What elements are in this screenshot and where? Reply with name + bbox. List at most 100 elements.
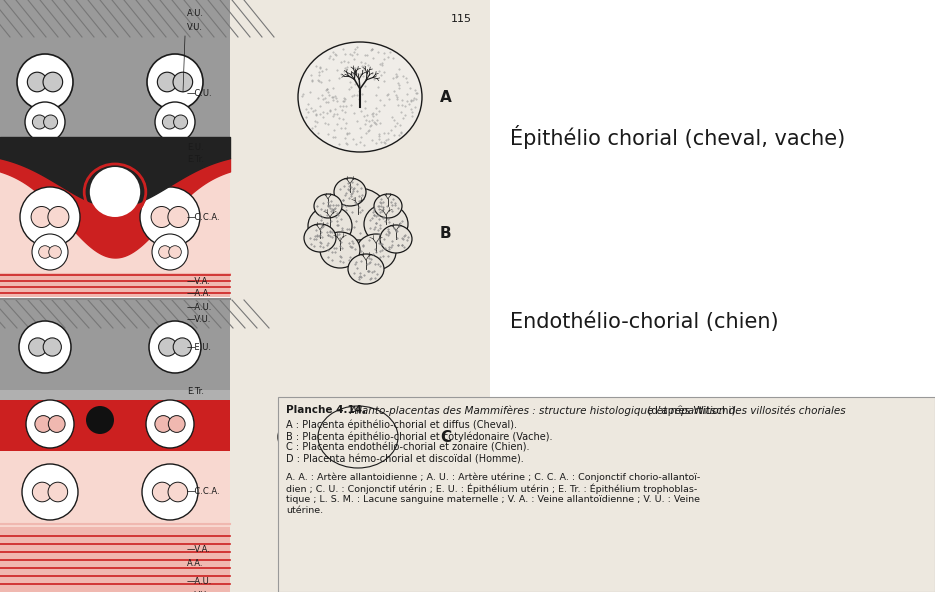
Text: A : Placenta épithélio-chorial et diffus (Cheval).: A : Placenta épithélio-chorial et diffus…: [286, 419, 517, 430]
Bar: [0, 400, 230, 452]
Ellipse shape: [328, 188, 388, 240]
Bar: [0, 0, 230, 37]
Circle shape: [17, 54, 73, 110]
Circle shape: [147, 54, 203, 110]
Text: —E.U.: —E.U.: [187, 343, 212, 352]
Text: —C.C.A.: —C.C.A.: [187, 213, 221, 221]
Ellipse shape: [320, 232, 360, 268]
Bar: [0, 300, 230, 328]
Text: dien ; C. U. : Conjonctif utérin ; E. U. : Épithélium utérin ; E. Tr. : Épithéli: dien ; C. U. : Conjonctif utérin ; E. U.…: [286, 484, 698, 494]
Circle shape: [140, 187, 200, 247]
Bar: [230, 0, 490, 592]
Text: —C.U.: —C.U.: [187, 89, 212, 98]
Circle shape: [20, 187, 80, 247]
Bar: [0, 390, 230, 402]
Circle shape: [38, 246, 51, 258]
Text: —A.A.: —A.A.: [187, 288, 212, 298]
Ellipse shape: [278, 401, 438, 473]
Text: B: B: [440, 227, 452, 242]
Circle shape: [168, 482, 188, 502]
Circle shape: [168, 416, 185, 432]
Ellipse shape: [380, 225, 412, 253]
Text: E.Tr.: E.Tr.: [187, 156, 204, 165]
Text: —A.U.: —A.U.: [187, 578, 212, 587]
Text: —VU: —VU: [187, 590, 208, 592]
Text: A. A. : Artère allantoidienne ; A. U. : Artère utérine ; C. C. A. : Conjonctif c: A. A. : Artère allantoidienne ; A. U. : …: [286, 473, 700, 482]
Circle shape: [33, 115, 47, 129]
Text: —V.A.: —V.A.: [187, 276, 211, 285]
Text: Planche 4.14.: Planche 4.14.: [286, 405, 367, 415]
Ellipse shape: [364, 204, 408, 244]
Text: A: A: [440, 89, 452, 105]
Text: tique ; L. S. M. : Lacune sanguine maternelle ; V. A. : Veine allantoïdienne ; V: tique ; L. S. M. : Lacune sanguine mater…: [286, 495, 700, 504]
Text: A.U.: A.U.: [187, 9, 204, 18]
Circle shape: [22, 464, 78, 520]
Bar: [0, 328, 230, 392]
Ellipse shape: [348, 254, 384, 284]
Circle shape: [29, 338, 47, 356]
Bar: [0, 37, 230, 142]
Circle shape: [19, 321, 71, 373]
Text: 115: 115: [451, 14, 472, 24]
Circle shape: [25, 102, 65, 142]
Ellipse shape: [298, 42, 422, 152]
Circle shape: [43, 338, 62, 356]
Text: E.Tr.: E.Tr.: [187, 388, 204, 397]
Ellipse shape: [90, 167, 140, 217]
Bar: [0, 169, 230, 277]
Circle shape: [31, 207, 52, 227]
Circle shape: [173, 72, 193, 92]
Ellipse shape: [374, 194, 402, 218]
Bar: [278, 397, 935, 592]
Circle shape: [163, 115, 177, 129]
Circle shape: [159, 338, 177, 356]
Circle shape: [155, 102, 195, 142]
Circle shape: [86, 406, 114, 434]
Circle shape: [27, 72, 47, 92]
Text: —V.U.: —V.U.: [187, 316, 211, 324]
Text: A.A.: A.A.: [187, 559, 204, 568]
Text: utérine.: utérine.: [286, 506, 324, 515]
Text: B : Placenta épithélio-chorial et cotylédonaire (Vache).: B : Placenta épithélio-chorial et cotylé…: [286, 431, 553, 442]
Ellipse shape: [356, 234, 396, 270]
Text: D : Placenta hémo-chorial et discoïdal (Homme).: D : Placenta hémo-chorial et discoïdal (…: [286, 455, 524, 465]
Text: —V.A.: —V.A.: [187, 545, 211, 555]
Circle shape: [168, 246, 181, 258]
Circle shape: [35, 416, 51, 432]
Ellipse shape: [308, 206, 352, 246]
Bar: [0, 451, 230, 527]
Text: V.U.: V.U.: [187, 24, 203, 33]
Text: Épithélio chorial (cheval, vache): Épithélio chorial (cheval, vache): [510, 125, 845, 149]
Circle shape: [152, 234, 188, 270]
Circle shape: [146, 400, 194, 448]
Circle shape: [26, 400, 74, 448]
Ellipse shape: [314, 194, 342, 218]
Circle shape: [157, 72, 177, 92]
Circle shape: [49, 246, 62, 258]
Circle shape: [48, 207, 69, 227]
Text: Allanto-placentas des Mammifères : structure histologique et répartition des vil: Allanto-placentas des Mammifères : struc…: [350, 405, 846, 416]
Text: E.U.: E.U.: [187, 143, 204, 153]
Circle shape: [49, 416, 65, 432]
Circle shape: [44, 115, 58, 129]
Circle shape: [168, 207, 189, 227]
Circle shape: [152, 482, 172, 502]
Text: —C.C.A.: —C.C.A.: [187, 487, 221, 497]
Circle shape: [43, 72, 63, 92]
Text: C: C: [440, 430, 451, 445]
Bar: [0, 527, 230, 592]
Text: (d’après Witschi).: (d’après Witschi).: [644, 405, 739, 416]
Circle shape: [142, 464, 198, 520]
Ellipse shape: [304, 224, 336, 252]
Text: —A.U.: —A.U.: [187, 304, 212, 313]
Circle shape: [151, 207, 172, 227]
Ellipse shape: [334, 178, 366, 206]
Ellipse shape: [318, 406, 398, 468]
Circle shape: [155, 416, 172, 432]
Circle shape: [174, 115, 188, 129]
Text: C : Placenta endothélio-chorial et zonaire (Chien).: C : Placenta endothélio-chorial et zonai…: [286, 443, 529, 453]
Circle shape: [33, 482, 52, 502]
Circle shape: [149, 321, 201, 373]
Circle shape: [32, 234, 68, 270]
Circle shape: [159, 246, 171, 258]
